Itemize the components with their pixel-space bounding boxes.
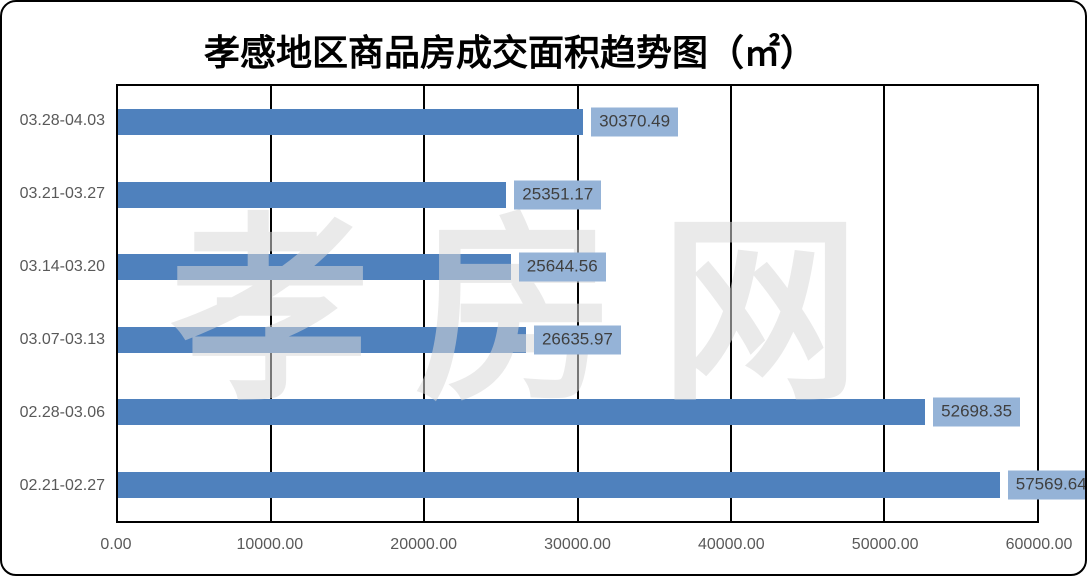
bar: [118, 471, 1000, 498]
data-label: 25644.56: [518, 252, 606, 282]
x-tick-label: 10000.00: [236, 536, 304, 553]
bar: [118, 399, 926, 426]
data-label: 25351.17: [514, 180, 602, 210]
bar: [118, 254, 511, 281]
category-label: 03.28-04.03: [19, 111, 105, 129]
gridline: [270, 86, 273, 521]
plot-area: 30370.49 25351.17 25644.56 26635.97 52698.35…: [116, 84, 1085, 523]
category-label: 03.07-03.13: [19, 331, 105, 349]
bar: [118, 326, 526, 353]
category-label: 02.28-03.06: [19, 404, 105, 422]
x-tick-label: 30000.00: [544, 536, 611, 553]
x-tick-label: 0.00: [100, 536, 132, 553]
data-label: 52698.35: [933, 397, 1021, 427]
gridline: [882, 86, 885, 521]
data-label: 57569.64: [1007, 470, 1085, 500]
bar: [118, 109, 584, 136]
x-tick-label: 60000.00: [1005, 536, 1073, 553]
data-label: 30370.49: [591, 107, 679, 137]
gridline: [576, 86, 579, 521]
data-label: 26635.97: [533, 325, 621, 355]
x-tick-label: 50000.00: [851, 536, 919, 553]
category-label: 03.21-03.27: [19, 184, 105, 202]
x-tick-label: 20000.00: [390, 536, 458, 553]
chart-title: 孝感地区商品房成交面积趋势图（㎡）: [203, 33, 817, 73]
gridline: [423, 86, 426, 521]
category-label: 02.21-02.27: [19, 477, 105, 495]
bar: [118, 181, 507, 208]
gridline: [729, 86, 732, 521]
category-label: 03.14-03.20: [19, 257, 105, 275]
x-tick-label: 40000.00: [697, 536, 765, 553]
